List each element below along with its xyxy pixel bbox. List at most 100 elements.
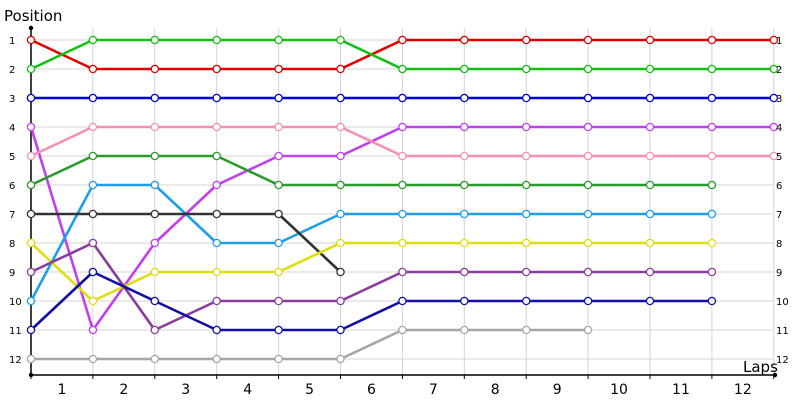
series-8 — [26, 209, 345, 277]
data-point — [460, 267, 469, 277]
data-point — [88, 325, 98, 335]
data-point — [150, 325, 160, 335]
data-point — [398, 93, 407, 103]
data-point — [336, 267, 345, 277]
data-point — [212, 93, 221, 103]
data-point — [336, 354, 345, 364]
data-point — [398, 35, 407, 45]
data-point — [707, 238, 717, 248]
y-tick-label-left: 4 — [9, 123, 15, 134]
data-point — [88, 64, 98, 74]
data-point — [150, 35, 160, 45]
data-point — [645, 35, 655, 45]
data-point — [150, 209, 160, 219]
data-point — [769, 122, 779, 132]
data-point — [212, 180, 221, 190]
data-point — [645, 267, 655, 277]
data-point — [274, 64, 283, 74]
data-point — [212, 64, 221, 74]
data-point — [150, 180, 160, 190]
data-point — [26, 64, 36, 74]
data-point — [645, 64, 655, 74]
data-point — [150, 122, 160, 132]
data-point — [212, 267, 221, 277]
data-point — [645, 122, 655, 132]
data-point — [212, 296, 221, 306]
data-point — [150, 296, 160, 306]
data-point — [521, 122, 531, 132]
data-point — [336, 93, 345, 103]
y-tick-label-left: 1 — [9, 36, 15, 47]
x-tick-label: 11 — [672, 382, 690, 398]
data-point — [645, 180, 655, 190]
data-point — [274, 35, 283, 45]
data-point — [26, 354, 36, 364]
x-tick-label: 6 — [367, 382, 376, 398]
y-axis-arrow-dot — [28, 25, 34, 31]
data-point — [398, 325, 407, 335]
data-point — [212, 238, 221, 248]
data-point — [26, 325, 36, 335]
data-point — [274, 325, 283, 335]
data-point — [26, 267, 36, 277]
series-line — [29, 241, 714, 303]
data-point — [212, 325, 221, 335]
y-tick-label-right: 3 — [776, 94, 782, 105]
data-point — [460, 325, 469, 335]
x-tick-label: 7 — [429, 382, 438, 398]
data-point — [150, 267, 160, 277]
data-point — [88, 238, 98, 248]
y-tick-label-left: 11 — [9, 326, 22, 337]
data-point — [150, 354, 160, 364]
data-point — [583, 151, 593, 161]
data-point — [336, 64, 345, 74]
data-point — [88, 93, 98, 103]
x-tick-label: 8 — [491, 382, 500, 398]
data-point — [521, 64, 531, 74]
data-point — [645, 296, 655, 306]
data-point — [707, 35, 717, 45]
data-point — [336, 296, 345, 306]
y-tick-label-right: 5 — [776, 152, 782, 163]
x-tick-label: 10 — [610, 382, 628, 398]
data-point — [26, 35, 36, 45]
data-point — [88, 122, 98, 132]
series-line — [29, 328, 590, 361]
data-point — [274, 180, 283, 190]
data-point — [336, 122, 345, 132]
y-tick-label-left: 7 — [9, 210, 15, 221]
data-point — [521, 93, 531, 103]
data-point — [583, 296, 593, 306]
y-axis-title: Position — [4, 7, 62, 25]
data-point — [645, 209, 655, 219]
series-line — [29, 270, 714, 332]
data-point — [398, 209, 407, 219]
data-point — [583, 238, 593, 248]
data-point — [460, 296, 469, 306]
data-point — [212, 35, 221, 45]
data-point — [88, 267, 98, 277]
y-tick-label-left: 12 — [9, 355, 22, 366]
data-point — [212, 151, 221, 161]
data-point — [460, 151, 469, 161]
x-axis-title: Laps — [743, 358, 778, 376]
data-point — [521, 325, 531, 335]
x-tick-label: 3 — [181, 382, 190, 398]
data-point — [707, 93, 717, 103]
data-point — [212, 209, 221, 219]
data-point — [583, 267, 593, 277]
data-point — [26, 296, 36, 306]
y-tick-label-left: 3 — [9, 94, 15, 105]
data-point — [460, 122, 469, 132]
x-tick-label: 9 — [553, 382, 562, 398]
data-point — [521, 35, 531, 45]
data-point — [583, 64, 593, 74]
x-tick-label: 2 — [119, 382, 128, 398]
y-tick-label-right: 8 — [776, 239, 782, 250]
data-point — [521, 151, 531, 161]
data-point — [707, 267, 717, 277]
data-point — [150, 151, 160, 161]
series-7 — [26, 180, 717, 306]
data-point — [26, 180, 36, 190]
data-point — [336, 35, 345, 45]
